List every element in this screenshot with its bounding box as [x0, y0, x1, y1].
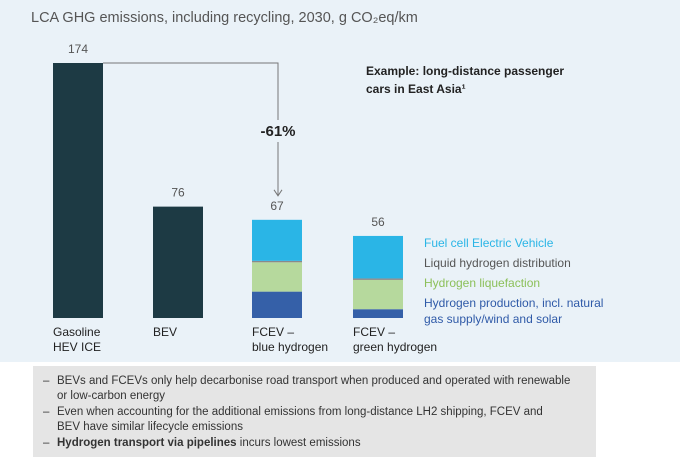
value-label: 56	[371, 215, 385, 229]
bar-segment	[353, 309, 403, 318]
chart: LCA GHG emissions, including recycling, …	[31, 10, 418, 318]
bar-segment	[353, 278, 403, 280]
note: – Even when accounting for the additional…	[43, 405, 563, 435]
x-tick-label: BEV	[153, 325, 178, 339]
arrow-head	[273, 189, 283, 197]
x-tick-label: FCEV – blue hydrogen	[252, 325, 329, 354]
bar-segment	[252, 262, 302, 292]
bar-segment	[252, 219, 302, 261]
note-text: Hydrogen transport via pipelines incurs …	[57, 436, 583, 451]
annotation-bg	[254, 120, 302, 142]
example-note: Example: long-distance passenger cars in…	[366, 64, 565, 96]
legend-entry: Liquid hydrogen distribution	[424, 256, 571, 270]
bar-segment	[252, 260, 302, 263]
legend-entry: Hydrogen production, incl. natural gas s…	[424, 296, 604, 326]
bar	[153, 206, 203, 318]
bar	[53, 63, 103, 318]
x-tick-label: Gasoline HEV ICE	[53, 325, 102, 354]
dash: –	[43, 406, 50, 418]
chart-panel	[0, 0, 680, 362]
legend-entry: Fuel cell Electric Vehicle	[424, 236, 554, 250]
value-label: 76	[171, 186, 185, 200]
chart-title: LCA GHG emissions, including recycling, …	[31, 10, 418, 26]
note-bold: Hydrogen transport via pipelines	[57, 437, 237, 449]
value-label: 174	[68, 42, 88, 56]
note-text: BEVs and FCEVs only help decarbonise roa…	[57, 375, 571, 402]
dash: –	[43, 375, 50, 387]
annotation: -61%	[260, 123, 295, 140]
note-text: Even when accounting for the additional …	[57, 406, 543, 433]
bar-segment	[353, 279, 403, 310]
dash: –	[43, 437, 50, 449]
value-label: 67	[270, 199, 284, 213]
x-tick-label: FCEV – green hydrogen	[353, 325, 438, 354]
note-rest: incurs lowest emissions	[236, 437, 361, 449]
annotation-line	[103, 62, 279, 196]
note: – BEVs and FCEVs only help decarbonise ro…	[43, 374, 583, 404]
bar-segment	[353, 235, 403, 279]
bar-segment	[252, 291, 302, 318]
notes-box: – BEVs and FCEVs only help decarbonise ro…	[33, 366, 596, 457]
note: – Hydrogen transport via pipelines incurs…	[43, 436, 583, 451]
legend-entry: Hydrogen liquefaction	[424, 276, 541, 290]
